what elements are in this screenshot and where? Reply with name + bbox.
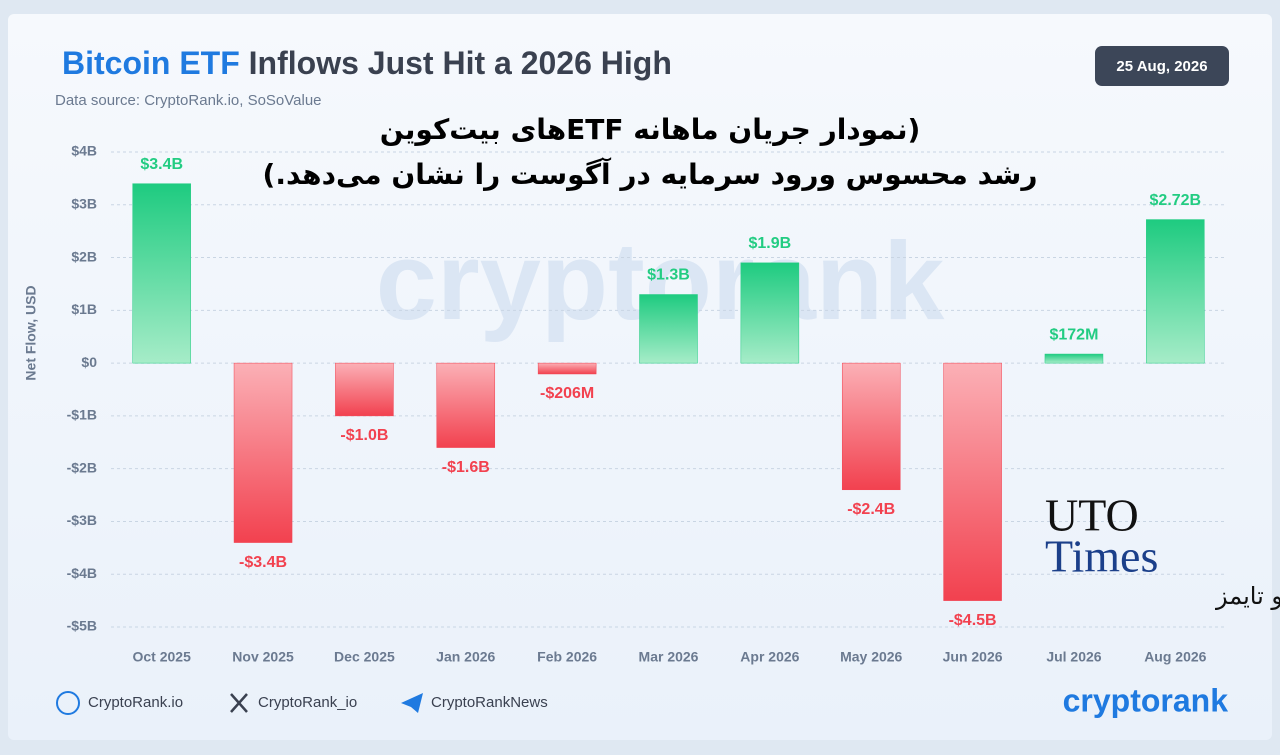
bar [1146, 219, 1205, 364]
x-tick-label: Aug 2026 [1144, 649, 1206, 665]
y-tick-label: $1B [71, 301, 97, 317]
value-label: -$1.6B [442, 459, 490, 476]
plot: $4B $3B $2B $1B $0 -$1B -$2B -$3B -$4B -$5B Oct 20… [67, 143, 1226, 665]
bar [436, 362, 496, 448]
y-tick-label: -$1B [67, 407, 97, 423]
logo-line: یوتو تایمز [1215, 582, 1280, 610]
bar [335, 362, 394, 417]
logo-line: Times [1045, 531, 1158, 582]
bar [1044, 353, 1104, 364]
y-tick-label: $3B [71, 195, 97, 211]
footer-link[interactable]: CryptoRank.io [88, 694, 183, 711]
value-label: -$3.4B [239, 554, 287, 571]
date: 25 Aug, 2026 [1116, 58, 1207, 75]
bar [740, 262, 800, 364]
value-label: -$4.5B [949, 612, 997, 629]
y-tick-label: $0 [81, 354, 97, 370]
x-tick-label: May 2026 [840, 649, 902, 665]
bar [943, 362, 1002, 601]
date-badge [1095, 46, 1229, 86]
value-label: $2.72B [1150, 192, 1202, 209]
y-tick-label: -$5B [67, 618, 97, 634]
x-tick-label: Jun 2026 [943, 649, 1003, 665]
y-tick-label: -$4B [67, 565, 97, 581]
x-tick-label: Jul 2026 [1046, 649, 1101, 665]
y-tick-label: -$3B [67, 512, 97, 528]
x-tick-label: Nov 2025 [232, 649, 294, 665]
title-highlight: Bitcoin ETF [62, 45, 240, 81]
value-label: $3.4B [140, 156, 183, 173]
chart-title: Bitcoin ETF Inflows Just Hit a 2026 High [62, 45, 672, 81]
subtitle: Data source: CryptoRank.io, SoSoValue [55, 92, 322, 109]
telegram-icon [401, 693, 423, 713]
y-tick-label: $2B [71, 248, 97, 264]
value-label: -$1.0B [340, 427, 388, 444]
bar [537, 362, 597, 375]
overlay-logo: UTO Times یوتو تایمز [1045, 490, 1280, 610]
y-axis-label: Net Flow, USD [23, 285, 39, 380]
x-tick-label: Jan 2026 [436, 649, 495, 665]
bar [639, 294, 698, 364]
y-tick-label: $4B [71, 143, 97, 159]
bar [233, 362, 293, 543]
x-tick-label: Oct 2025 [132, 649, 191, 665]
annotation-line: رشد محسوس ورود سرمایه در آگوست را نشان م… [263, 157, 1038, 191]
x-tick-label: Mar 2026 [639, 649, 699, 665]
x-icon [230, 693, 248, 713]
value-label: $1.9B [749, 235, 792, 252]
value-label: -$2.4B [847, 501, 895, 518]
value-label: $172M [1049, 326, 1098, 343]
brand-logo: cryptorank [1063, 682, 1229, 718]
title-rest: Inflows Just Hit a 2026 High [249, 45, 672, 81]
x-tick-label: Feb 2026 [537, 649, 597, 665]
footer-link[interactable]: CryptoRankNews [431, 694, 548, 711]
value-label: $1.3B [647, 267, 690, 284]
bar [132, 183, 191, 364]
x-tick-label: Apr 2026 [740, 649, 799, 665]
y-tick-label: -$2B [67, 459, 97, 475]
x-tick-label: Dec 2025 [334, 649, 395, 665]
logo-line: UTO [1045, 490, 1139, 541]
footer-link[interactable]: CryptoRank_io [258, 694, 357, 711]
globe-icon [56, 691, 80, 715]
value-label: -$206M [540, 385, 594, 402]
annotation-line: (نمودار جریان ماهانه ETFهای بیت‌کوین [380, 113, 921, 146]
bar [841, 362, 901, 491]
